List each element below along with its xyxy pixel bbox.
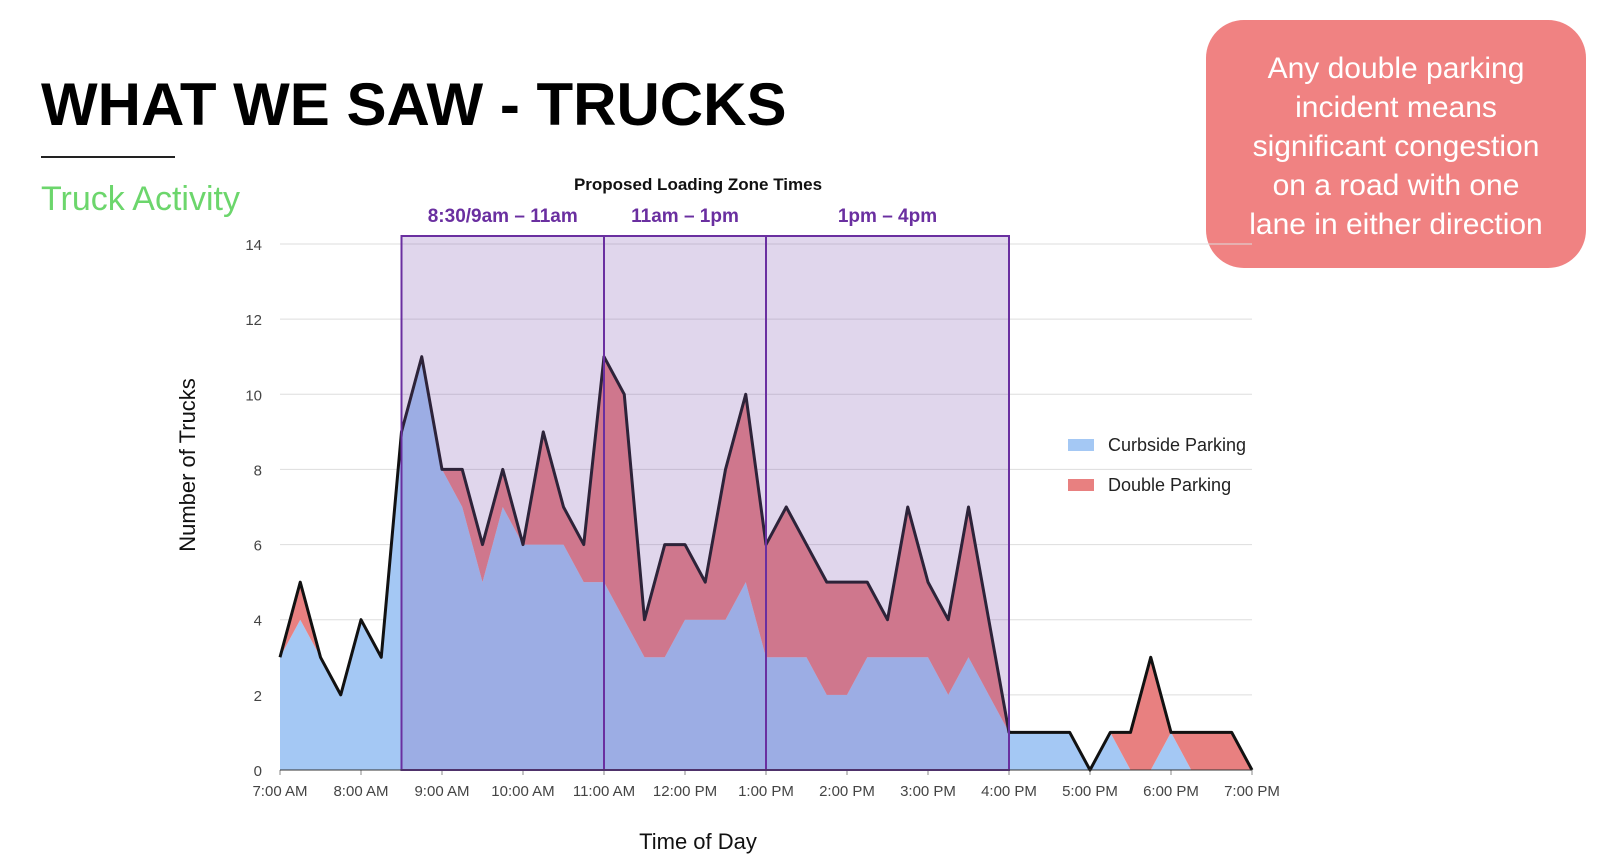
x-tick-label: 11:00 AM <box>573 783 635 800</box>
callout-box <box>1206 20 1586 268</box>
x-tick-label: 8:00 AM <box>333 783 388 800</box>
y-tick-label: 6 <box>254 538 262 555</box>
loading-zone <box>400 235 605 771</box>
loading-zone <box>603 235 767 771</box>
y-tick-label: 12 <box>245 312 262 329</box>
y-axis-label: Number of Trucks <box>175 378 200 552</box>
x-tick-label: 5:00 PM <box>1062 783 1118 800</box>
x-tick-label: 10:00 AM <box>491 783 554 800</box>
legend-swatch <box>1068 479 1094 491</box>
slide-title: WHAT WE SAW - TRUCKS <box>41 71 786 138</box>
y-tick-label: 2 <box>254 688 262 705</box>
legend-label: Double Parking <box>1108 475 1231 495</box>
zone-label: 1pm – 4pm <box>838 206 937 227</box>
callout-line: on a road with one <box>1273 169 1520 202</box>
callout-line: Any double parking <box>1268 52 1525 85</box>
y-tick-label: 0 <box>254 763 262 780</box>
x-tick-label: 3:00 PM <box>900 783 956 800</box>
y-tick-label: 8 <box>254 462 262 479</box>
x-tick-label: 7:00 AM <box>252 783 307 800</box>
x-tick-label: 7:00 PM <box>1224 783 1280 800</box>
x-tick-label: 4:00 PM <box>981 783 1037 800</box>
x-tick-label: 12:00 PM <box>653 783 717 800</box>
x-tick-label: 9:00 AM <box>414 783 469 800</box>
callout-line: lane in either direction <box>1249 208 1543 241</box>
area-0 <box>280 356 1252 770</box>
callout-text: Any double parking incident means signific… <box>1249 52 1543 241</box>
x-tick-label: 2:00 PM <box>819 783 875 800</box>
legend-swatch <box>1068 439 1094 451</box>
chart-title: Proposed Loading Zone Times <box>574 175 822 194</box>
callout-line: incident means <box>1295 91 1497 124</box>
zone-label: 8:30/9am – 11am <box>428 206 578 227</box>
x-tick-label: 6:00 PM <box>1143 783 1199 800</box>
y-tick-label: 4 <box>254 613 262 630</box>
zone-label: 11am – 1pm <box>631 206 739 227</box>
y-tick-label: 14 <box>245 237 262 254</box>
loading-zone <box>765 235 1010 771</box>
legend-label: Curbside Parking <box>1108 435 1246 455</box>
callout-line: significant congestion <box>1253 130 1540 163</box>
subtitle: Truck Activity <box>41 180 240 218</box>
x-axis-label: Time of Day <box>639 829 757 854</box>
x-tick-label: 1:00 PM <box>738 783 794 800</box>
y-tick-label: 10 <box>245 387 262 404</box>
